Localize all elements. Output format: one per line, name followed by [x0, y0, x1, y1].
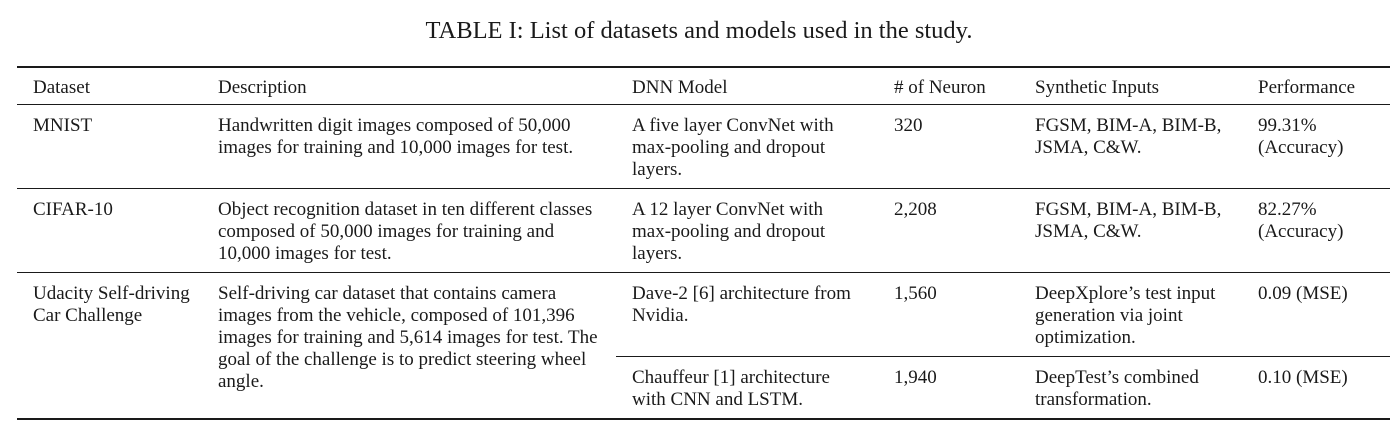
performance-cell: 0.09 (MSE) [1242, 272, 1390, 357]
header-synthetic-inputs: Synthetic Inputs [1035, 77, 1160, 98]
performance-cell: 82.27% (Accuracy) [1258, 199, 1344, 242]
header-description: Description [218, 77, 307, 98]
synthetic-cell: DeepTest’s combined transformation. [1035, 367, 1199, 410]
neuron-cell: 2,208 [894, 199, 937, 220]
description-cell: Handwritten digit images composed of 50,… [218, 115, 574, 158]
description-cell: Object recognition dataset in ten differ… [218, 199, 593, 264]
header-row: Dataset Description DNN Model # of Neuro… [17, 67, 1390, 105]
synthetic-cell: FGSM, BIM-A, BIM-B, JSMA, C&W. [1035, 199, 1222, 242]
performance-cell: 0.10 (MSE) [1258, 367, 1348, 388]
header-neuron-count: # of Neuron [894, 77, 986, 98]
table-row: Chauffeur [1] architecture with CNN and … [17, 357, 1390, 419]
model-cell: Chauffeur [1] architecture with CNN and … [632, 367, 830, 410]
header-performance: Performance [1258, 77, 1356, 98]
table-row: CIFAR-10 Object recognition dataset in t… [17, 189, 1390, 273]
neuron-cell: 1,560 [878, 272, 1019, 357]
dataset-cell: CIFAR-10 [33, 199, 113, 220]
dataset-cell: MNIST [33, 115, 93, 136]
table-caption: TABLE I: List of datasets and models use… [425, 17, 973, 44]
model-cell: A five layer ConvNet with max-pooling an… [632, 115, 834, 180]
table-row: Udacity Self-driving Car Challenge Self-… [17, 272, 1390, 392]
model-cell: A 12 layer ConvNet with max-pooling and … [632, 199, 826, 264]
synthetic-cell: FGSM, BIM-A, BIM-B, JSMA, C&W. [1035, 115, 1222, 158]
performance-cell: 99.31% (Accuracy) [1258, 115, 1344, 158]
neuron-cell: 1,940 [894, 367, 937, 388]
neuron-cell: 320 [894, 115, 923, 136]
description-cell: Self-driving car dataset that contains c… [218, 283, 598, 392]
model-cell: Dave-2 [6] architecture from Nvidia. [616, 272, 878, 357]
header-dataset: Dataset [33, 77, 90, 98]
synthetic-cell: DeepXplore’s test input generation via j… [1019, 272, 1242, 357]
header-dnn-model: DNN Model [632, 77, 728, 98]
datasets-table: Dataset Description DNN Model # of Neuro… [17, 66, 1390, 420]
dataset-cell: Udacity Self-driving Car Challenge [33, 283, 190, 326]
table-row: MNIST Handwritten digit images composed … [17, 105, 1390, 189]
